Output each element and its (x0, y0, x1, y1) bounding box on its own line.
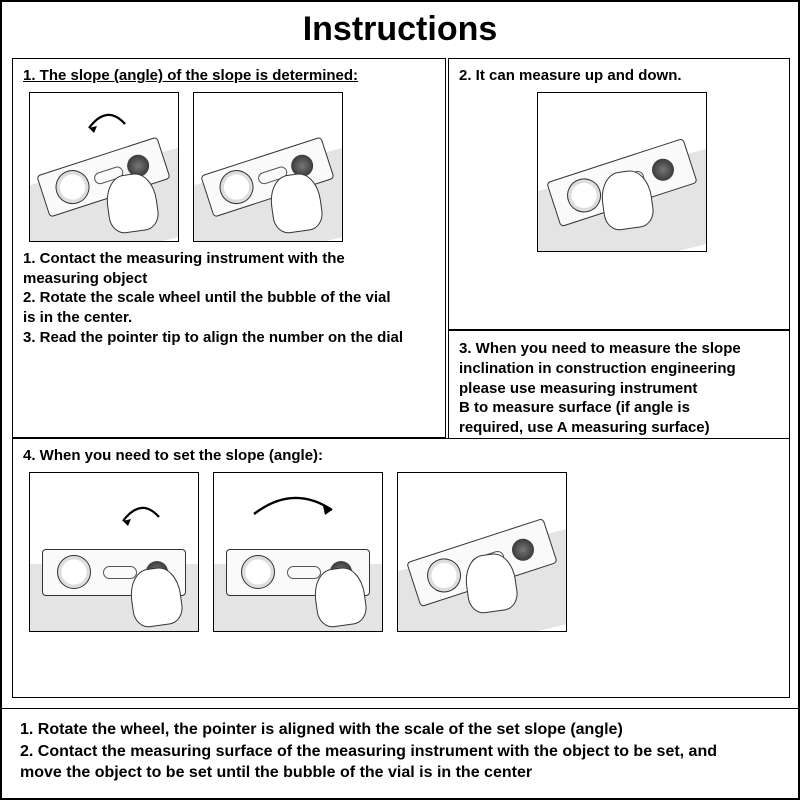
grid: 1. The slope (angle) of the slope is det… (2, 58, 798, 798)
diagram-1b (193, 92, 343, 242)
section-3-text: 3. When you need to measure the slope in… (459, 340, 779, 438)
diagram-4c (397, 472, 567, 632)
section-4-images (29, 472, 779, 632)
section-4: 4. When you need to set the slope (angle… (12, 438, 790, 698)
section-1-heading: 1. The slope (angle) of the slope is det… (23, 67, 435, 86)
rotate-arrow-icon (83, 108, 131, 134)
diagram-4a (29, 472, 199, 632)
diagram-1a (29, 92, 179, 242)
section-1: 1. The slope (angle) of the slope is det… (12, 58, 446, 438)
diagram-2 (537, 92, 707, 252)
page-title: Instructions (2, 2, 798, 55)
rotate-arrow-icon (117, 501, 165, 527)
section-2: 2. It can measure up and down. (448, 58, 790, 330)
section-1-steps: 1. Contact the measuring instrument with… (23, 250, 435, 348)
section-1-images (29, 92, 435, 242)
diagram-4b (213, 472, 383, 632)
instructions-page: Instructions 1. The slope (angle) of the… (0, 0, 800, 800)
bottom-notes: 1. Rotate the wheel, the pointer is alig… (2, 708, 798, 798)
section-4-heading: 4. When you need to set the slope (angle… (23, 447, 779, 466)
section-2-heading: 2. It can measure up and down. (459, 67, 779, 86)
section-2-images (465, 92, 779, 252)
rotate-arrow-icon (248, 492, 338, 518)
